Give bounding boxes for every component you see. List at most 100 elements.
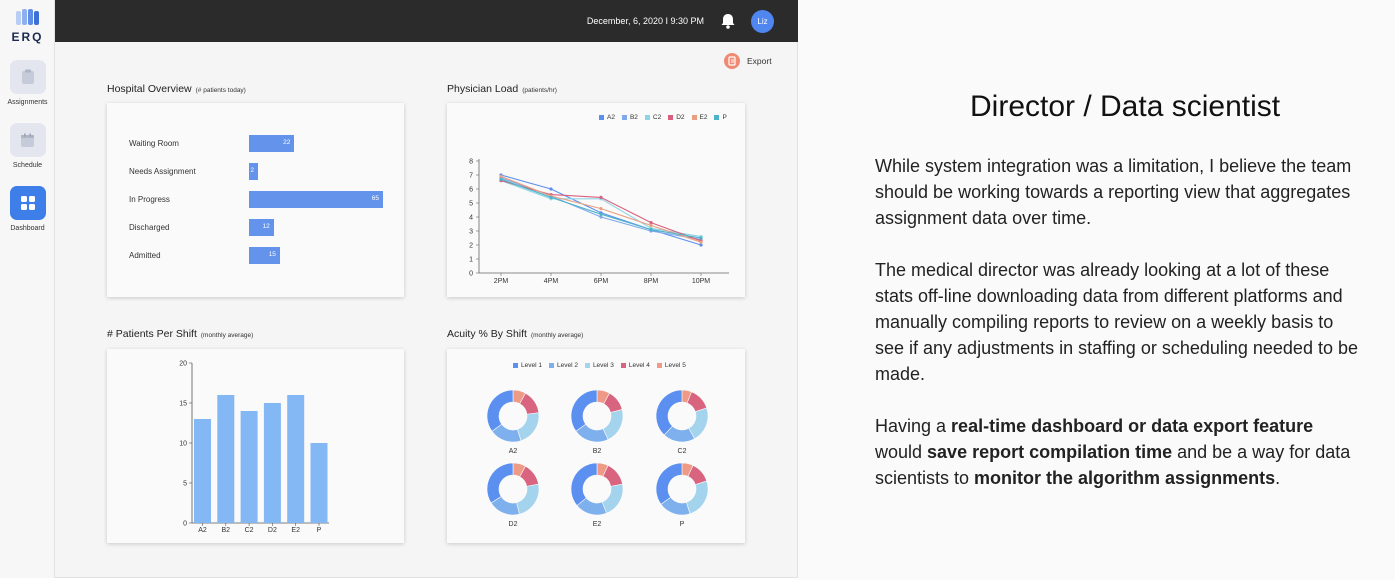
bar: 65	[249, 191, 383, 208]
bar	[310, 443, 328, 523]
dashboard-grid-icon	[20, 196, 35, 210]
legend-label: C2	[652, 114, 662, 121]
y-tick-label: 5	[183, 481, 187, 488]
bar	[263, 403, 281, 523]
logo-text: ERQ	[11, 30, 44, 44]
legend-item: C2	[644, 114, 662, 121]
nav-label: Schedule	[12, 162, 43, 169]
bar-label: Needs Assignment	[129, 167, 196, 176]
x-tick-label: P	[317, 527, 322, 534]
y-tick-label: 3	[469, 229, 473, 236]
data-point	[499, 174, 503, 178]
x-tick-label: A2	[198, 527, 207, 534]
bell-icon[interactable]	[719, 12, 737, 30]
bar	[217, 395, 235, 523]
legend-item: A2	[599, 114, 615, 121]
bar: 22	[249, 135, 295, 152]
panel-subtitle: (patients/hr)	[522, 87, 557, 94]
legend-swatch	[668, 115, 674, 120]
panel-title-text: Acuity % By Shift	[447, 328, 527, 340]
y-tick-label: 10	[179, 441, 187, 448]
panel-subtitle: (monthly average)	[200, 332, 254, 339]
legend-label: P	[722, 114, 727, 121]
nav-item-dashboard[interactable]: Dashboard	[0, 186, 55, 232]
donut-slice	[516, 483, 540, 515]
y-tick-label: 15	[179, 401, 187, 408]
nav-label: Assignments	[7, 99, 48, 106]
hospital-overview-panel: Waiting Room 22 Needs Assignment 2 In Progre…	[107, 103, 404, 297]
donut-slice	[601, 483, 624, 514]
legend-label: A2	[607, 114, 615, 121]
x-tick-label: B2	[222, 527, 231, 534]
line-chart: 0 1 2 3 4 5 6 7 8 2PM 4PM 6PM 8PM 10PM	[469, 159, 729, 285]
donut-slice	[486, 389, 514, 432]
y-tick-label: 6	[469, 187, 473, 194]
y-tick-label: 4	[469, 215, 473, 222]
bar-value-label: 22	[283, 139, 291, 146]
bold-run: monitor the algorithm assignments	[974, 468, 1276, 488]
data-point	[549, 187, 553, 191]
y-tick-label: 20	[179, 361, 187, 368]
panel-title-text: Physician Load	[447, 83, 519, 95]
donut-slice	[655, 389, 683, 436]
legend-swatch	[644, 115, 650, 120]
paragraph-2: The medical director was already looking…	[875, 260, 1358, 384]
donut-label: P	[680, 521, 685, 528]
paragraph-3: Having a real-time dashboard or data exp…	[875, 413, 1365, 491]
chart-legend: A2 B2 C2 D2 E2 P	[599, 114, 734, 121]
acuity-by-shift-title: Acuity % By Shift (monthly average)	[447, 328, 583, 340]
data-point	[649, 221, 653, 225]
x-tick-label: C2	[245, 527, 254, 534]
donut-slice	[486, 462, 514, 504]
nav-item-schedule[interactable]: Schedule	[0, 123, 55, 169]
legend-label: Level 5	[664, 362, 686, 369]
legend-item: D2	[668, 114, 685, 121]
export-button[interactable]: Export	[724, 53, 772, 69]
donut-charts: A2 B2 C2 D2 E2 P	[486, 389, 709, 528]
y-tick-label: 5	[469, 201, 473, 208]
x-tick-label: E2	[291, 527, 300, 534]
y-tick-label: 0	[183, 521, 187, 528]
page-title: Director / Data scientist	[970, 90, 1281, 123]
data-point	[699, 236, 703, 240]
x-tick-label: 6PM	[594, 278, 609, 285]
datetime: December, 6, 2020 I 9:30 PM	[586, 16, 704, 26]
patients-per-shift-panel: 0 5 10 15 20 A2 B2 C2 D2 E2 P	[107, 349, 404, 543]
donut-slice	[685, 480, 709, 515]
bar	[240, 411, 258, 523]
legend-item: Level 4	[620, 362, 650, 369]
patients-per-shift-title: # Patients Per Shift (monthly average)	[107, 328, 253, 340]
legend-item: Level 3	[584, 362, 614, 369]
acuity-by-shift-panel: Level 1 Level 2 Level 3 Level 4 Level 5 A2 B2…	[447, 349, 745, 543]
donut-slice	[570, 462, 598, 506]
data-point	[599, 207, 603, 211]
bar	[194, 419, 211, 523]
export-icon	[724, 53, 740, 69]
legend-swatch	[691, 115, 697, 120]
y-tick-label: 8	[469, 159, 473, 166]
legend-label: Level 2	[556, 362, 578, 369]
nav-item-assignments[interactable]: Assignments	[0, 60, 55, 106]
legend-item: Level 2	[548, 362, 578, 369]
donut-label: E2	[593, 521, 602, 528]
data-point	[649, 228, 653, 232]
calendar-icon	[21, 133, 34, 147]
x-tick-label: 4PM	[544, 278, 559, 285]
data-point	[649, 223, 653, 227]
text-run: and be a way for data scientists to	[875, 442, 1351, 488]
data-point	[499, 177, 503, 181]
data-point	[599, 195, 603, 199]
y-tick-label: 7	[469, 173, 473, 180]
bar-value-label: 15	[268, 251, 276, 258]
nav-tile	[9, 123, 46, 157]
text-run: would	[875, 442, 928, 462]
donut-slice	[570, 389, 598, 432]
legend-swatch	[599, 115, 604, 120]
nav-tile	[9, 60, 46, 94]
legend-item: P	[714, 114, 727, 121]
avatar[interactable]: Liz	[751, 10, 774, 33]
bar: 15	[249, 247, 280, 264]
donut-label: B2	[593, 448, 602, 455]
data-point	[599, 215, 603, 219]
legend-label: E2	[699, 114, 708, 121]
